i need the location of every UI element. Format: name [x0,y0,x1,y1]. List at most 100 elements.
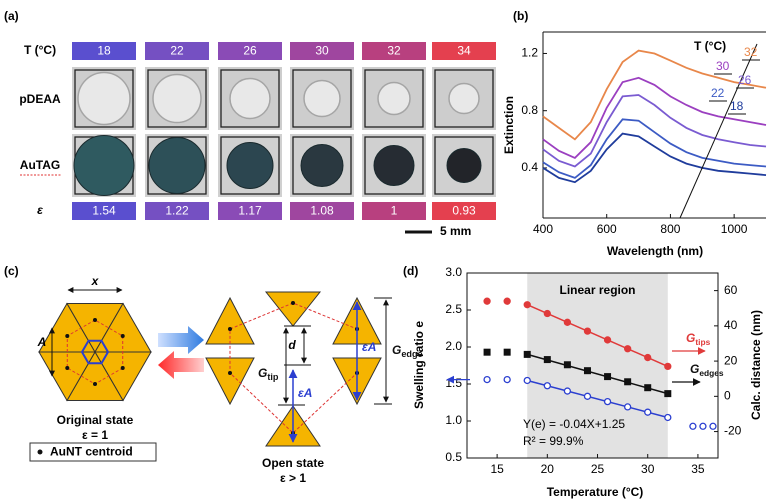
row-label: T (°C) [24,43,56,57]
x-tick-label: 30 [641,462,655,476]
y-tick-label: 0.8 [521,103,538,117]
data-point [625,346,631,352]
data-point [484,298,490,304]
data-point [484,349,490,355]
dimension-label-sub: edge [401,349,422,359]
data-point [524,302,530,308]
data-point [544,357,550,363]
series-label: Gedges [690,362,724,378]
x-tick-label: 800 [660,222,680,236]
state-title: Original state [57,413,134,427]
centroid [291,301,295,305]
y2-tick-label: -20 [724,424,742,438]
data-point [564,362,570,368]
x-tick-label: 20 [541,462,555,476]
legend-dot [38,450,43,455]
epsilon-value: 1.08 [310,204,334,218]
y-tick-label: 0.5 [445,450,462,464]
y-tick-label: 1.2 [521,46,538,60]
y-tick-label: 1.5 [445,376,462,390]
dimension-label: εA [362,340,376,354]
pdeaa-disc [378,83,410,115]
panel-label: (a) [4,9,19,23]
centroid [93,318,97,322]
centroid [65,366,69,370]
pdeaa-disc [304,81,340,117]
x-tick-label: 15 [490,462,504,476]
x-tick-label: 600 [597,222,617,236]
pdeaa-disc [153,75,201,123]
epsilon-value: 1 [391,204,398,218]
panel-label: (c) [4,264,19,278]
data-point [524,351,530,357]
autag-disc [447,149,481,183]
pdeaa-disc [78,73,130,125]
spectrum-line [543,119,766,178]
legend-label: 32 [744,45,758,59]
legend-title: T (°C) [694,39,726,53]
data-point [564,388,570,394]
data-point [665,414,671,420]
dimension-label-main: G [258,366,267,380]
state-title: Open state [262,456,324,470]
y2-tick-label: 20 [724,353,738,367]
data-point [504,349,510,355]
centroid [228,327,232,331]
data-point [710,423,716,429]
epsilon-value: 0.93 [452,204,476,218]
autag-disc [301,145,343,187]
y-tick-label: 2.5 [445,302,462,316]
legend-label: 18 [730,99,744,113]
series-label-sub: edges [699,368,724,378]
y-axis-label: Extinction [502,96,516,154]
data-point [665,391,671,397]
y2-tick-label: 0 [724,389,731,403]
y-tick-label: 2.0 [445,339,462,353]
temperature-value: 22 [170,44,184,58]
series-label-sub: tips [695,337,710,347]
state-condition: ε > 1 [280,471,306,485]
x-axis-label: Temperature (°C) [547,485,644,499]
epsilon-value: 1.22 [165,204,189,218]
y-tick-label: 3.0 [445,265,462,279]
y-axis-label: Swelling ratio e [412,321,426,409]
fit-annotation: R² = 99.9% [523,434,584,448]
transition-arrow [158,351,204,379]
panel-label: (d) [403,264,418,278]
autag-disc [74,136,134,196]
temperature-value: 32 [387,44,401,58]
pdeaa-disc [449,84,479,114]
dimension-label: d [288,338,296,352]
legend-label: 22 [711,86,725,100]
legend-label: AuNT centroid [50,445,133,459]
pdeaa-disc [230,79,270,119]
scale-bar-label: 5 mm [440,224,471,238]
row-label: ε [37,203,43,217]
data-point [605,374,611,380]
data-point [544,311,550,317]
gold-triangle [206,358,254,404]
dimension-label: x [91,274,100,288]
region-label: Linear region [560,283,636,297]
data-point [544,383,550,389]
epsilon-value: 1.17 [238,204,262,218]
data-point [625,404,631,410]
row-label: AuTAG [20,158,60,172]
series-label-main: G [690,362,699,376]
fit-annotation: Y(e) = -0.04X+1.25 [523,417,625,431]
y2-tick-label: 60 [724,283,738,297]
data-point [625,379,631,385]
data-point [690,423,696,429]
centroid [228,371,232,375]
data-point [645,385,651,391]
y-tick-label: 0.4 [521,160,538,174]
data-point [645,409,651,415]
data-point [584,393,590,399]
x-tick-label: 1000 [721,222,748,236]
legend-label: 30 [716,59,730,73]
data-point [524,377,530,383]
dimension-label: A [37,335,47,349]
dimension-label-main: G [392,343,401,357]
dimension-label: εA [298,386,312,400]
centroid [121,334,125,338]
